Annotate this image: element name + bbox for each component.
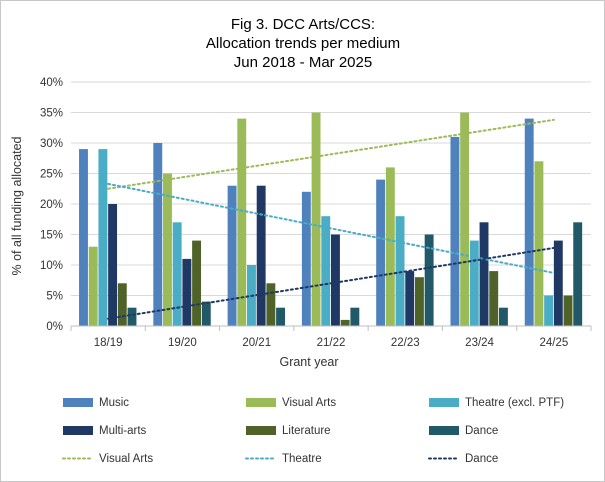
bar [201, 301, 211, 326]
bar [424, 234, 434, 326]
bar [266, 283, 276, 326]
bar [350, 307, 360, 326]
y-tick-label: 30% [40, 138, 63, 150]
bar [331, 234, 340, 326]
title-line-3: Jun 2018 - Mar 2025 [234, 54, 372, 71]
bar [376, 179, 386, 326]
legend-item: Visual Arts [62, 453, 153, 465]
legend-label: Theatre [282, 453, 322, 465]
trendline [107, 118, 555, 190]
bar [117, 283, 127, 326]
y-tick-label: 25% [40, 169, 63, 181]
bar [524, 118, 534, 326]
bar [163, 173, 172, 326]
legend-swatch [63, 426, 93, 435]
trendline [107, 182, 555, 274]
legend-label: Dance [465, 425, 498, 437]
legend-label: Multi-arts [99, 425, 147, 437]
bar [489, 271, 499, 326]
bar [276, 307, 286, 326]
bar [192, 240, 202, 326]
bar [563, 295, 573, 326]
bar [460, 112, 470, 326]
bar [498, 307, 508, 326]
bar [88, 246, 98, 326]
x-axis-title: Grant year [279, 355, 338, 369]
title-line-1: Fig 3. DCC Arts/CCS: [231, 16, 375, 33]
y-tick-label: 35% [40, 108, 63, 120]
trendlines [107, 118, 555, 320]
legend-label: Visual Arts [99, 453, 153, 465]
legend-label: Literature [282, 425, 331, 437]
legend-swatch [246, 398, 276, 407]
bar [573, 222, 583, 326]
legend-item: Theatre (excl. PTF) [429, 397, 564, 409]
legend-item: Visual Arts [246, 397, 336, 409]
bar [98, 149, 108, 326]
bar [553, 240, 563, 326]
y-tick-label: 10% [40, 260, 63, 272]
bar [79, 149, 88, 326]
chart-title: Fig 3. DCC Arts/CCS: Allocation trends p… [206, 16, 400, 71]
x-tick-label: 20/21 [242, 337, 271, 349]
legend-swatch [429, 398, 459, 407]
bar [153, 143, 163, 326]
bar [479, 222, 489, 326]
axes: 0% 5% 10% 15% 20% 25% 30% 35% 40% 18/19 19/20 20/21… [40, 77, 592, 349]
x-tick-label: 23/24 [465, 337, 494, 349]
legend-item: Dance [429, 425, 498, 437]
bar [256, 185, 266, 326]
legend-item: Multi-arts [63, 425, 147, 437]
y-tick-label: 20% [40, 199, 63, 211]
legend-label: Visual Arts [282, 397, 336, 409]
legend-swatch [429, 426, 459, 435]
x-tick-label: 22/23 [391, 337, 420, 349]
legend-swatch [246, 426, 276, 435]
bar [237, 118, 247, 326]
bar [172, 222, 182, 326]
bar [385, 167, 395, 326]
bar [340, 319, 350, 326]
bar [544, 295, 554, 326]
bar [534, 161, 544, 326]
bar [414, 277, 424, 326]
x-tick-label: 21/22 [317, 337, 346, 349]
bar [301, 191, 311, 326]
legend: Music Visual Arts Theatre (excl. PTF) Multi… [62, 397, 564, 465]
legend-label: Music [99, 397, 129, 409]
bar [127, 307, 137, 326]
x-tick-label: 24/25 [539, 337, 568, 349]
bar [450, 136, 460, 326]
bar [469, 240, 479, 326]
bar [182, 258, 192, 326]
bars [79, 112, 583, 326]
y-tick-label: 0% [46, 321, 63, 333]
title-line-2: Allocation trends per medium [206, 35, 400, 52]
bar [108, 204, 118, 326]
y-tick-label: 40% [40, 77, 63, 89]
bar [395, 216, 405, 326]
bar [311, 112, 321, 326]
trendline [107, 246, 555, 320]
legend-label: Dance [465, 453, 498, 465]
legend-label: Theatre (excl. PTF) [465, 397, 564, 409]
x-tick-label: 19/20 [168, 337, 197, 349]
y-tick-label: 15% [40, 230, 63, 242]
legend-item: Theatre [245, 453, 322, 465]
legend-swatch [63, 398, 93, 407]
legend-item: Literature [246, 425, 331, 437]
bar [227, 185, 237, 326]
legend-item: Music [63, 397, 129, 409]
y-tick-label: 5% [46, 291, 63, 303]
bar [405, 271, 415, 326]
y-axis-title: % of all funding allocated [10, 136, 24, 275]
bar [321, 216, 331, 326]
x-tick-label: 18/19 [94, 337, 123, 349]
legend-item: Dance [428, 453, 498, 465]
